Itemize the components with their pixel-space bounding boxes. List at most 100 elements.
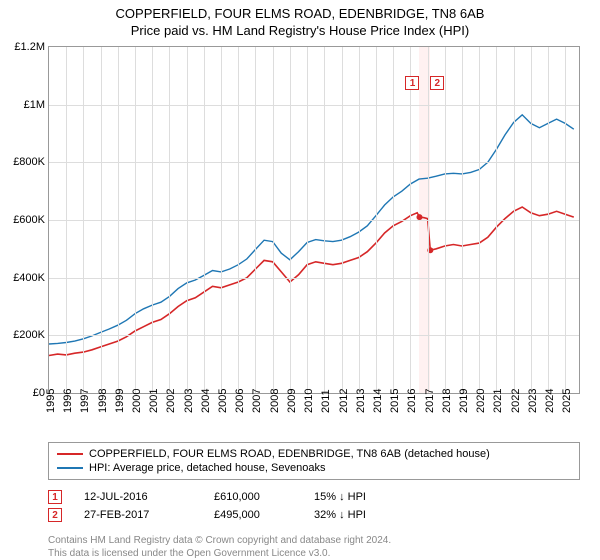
x-axis-label: 2016 [406,389,418,413]
gridline-v [221,47,222,393]
legend-swatch [57,467,83,469]
house-price-chart-container: COPPERFIELD, FOUR ELMS ROAD, EDENBRIDGE,… [0,0,600,560]
legend-label: COPPERFIELD, FOUR ELMS ROAD, EDENBRIDGE,… [89,448,490,460]
gridline-v [324,47,325,393]
sale-row: 112-JUL-2016£610,00015% ↓ HPI [48,488,580,506]
gridline-v [204,47,205,393]
x-axis-label: 2001 [148,389,160,413]
y-axis-label: £800K [13,156,45,168]
x-axis-label: 2002 [165,389,177,413]
legend-label: HPI: Average price, detached house, Seve… [89,462,325,474]
x-axis-label: 2025 [561,389,573,413]
gridline-h [49,335,579,336]
x-axis-label: 2015 [389,389,401,413]
x-axis-label: 2017 [424,389,436,413]
legend-item: COPPERFIELD, FOUR ELMS ROAD, EDENBRIDGE,… [57,447,571,461]
gridline-v [531,47,532,393]
sale-marker-2: 2 [430,76,444,90]
gridline-h [49,220,579,221]
gridline-h [49,105,579,106]
sale-number-box: 1 [48,490,62,504]
x-axis-label: 2012 [338,389,350,413]
gridline-v [66,47,67,393]
x-axis-label: 2014 [372,389,384,413]
chart-legend: COPPERFIELD, FOUR ELMS ROAD, EDENBRIDGE,… [48,442,580,480]
gridline-v [496,47,497,393]
x-axis-label: 2003 [183,389,195,413]
chart-title: COPPERFIELD, FOUR ELMS ROAD, EDENBRIDGE,… [0,6,600,21]
x-axis-label: 1996 [62,389,74,413]
x-axis-label: 2009 [286,389,298,413]
footer-line-2: This data is licensed under the Open Gov… [48,547,580,560]
gridline-v [514,47,515,393]
sale-price: £495,000 [214,509,314,521]
x-axis-label: 2010 [303,389,315,413]
x-axis-label: 2018 [441,389,453,413]
gridline-v [548,47,549,393]
sale-row: 2 27-FEB-2017£495,00032% ↓ HPI [48,506,580,524]
y-axis-label: £600K [13,214,45,226]
gridline-v [342,47,343,393]
sale-date: 27-FEB-2017 [84,509,214,521]
gridline-v [376,47,377,393]
gridline-v [83,47,84,393]
chart-subtitle: Price paid vs. HM Land Registry's House … [0,23,600,38]
gridline-v [290,47,291,393]
y-axis-label: £1M [24,99,45,111]
chart-plot-area: £0£200K£400K£600K£800K£1M£1.2M1995199619… [48,46,580,394]
gridline-v [169,47,170,393]
x-axis-label: 1995 [45,389,57,413]
gridline-v [135,47,136,393]
y-axis-label: £1.2M [14,41,45,53]
gridline-h [49,162,579,163]
y-axis-label: £0 [33,387,45,399]
x-axis-label: 2004 [200,389,212,413]
gridline-v [152,47,153,393]
footer-attribution: Contains HM Land Registry data © Crown c… [48,534,580,560]
x-axis-label: 2023 [527,389,539,413]
x-axis-label: 2020 [475,389,487,413]
x-axis-label: 1998 [97,389,109,413]
x-axis-label: 1999 [114,389,126,413]
gridline-v [118,47,119,393]
gridline-v [187,47,188,393]
y-axis-label: £400K [13,272,45,284]
sales-table: 112-JUL-2016£610,00015% ↓ HPI227-FEB-201… [48,488,580,524]
gridline-h [49,278,579,279]
x-axis-label: 1997 [79,389,91,413]
x-axis-label: 2024 [544,389,556,413]
legend-item: HPI: Average price, detached house, Seve… [57,461,571,475]
legend-swatch [57,453,83,455]
gridline-v [479,47,480,393]
x-axis-label: 2021 [492,389,504,413]
gridline-v [462,47,463,393]
footer-line-1: Contains HM Land Registry data © Crown c… [48,534,580,547]
gridline-v [307,47,308,393]
x-axis-label: 2008 [269,389,281,413]
sale-number-box: 2 [48,508,62,522]
sale-marker-1: 1 [405,76,419,90]
x-axis-label: 2022 [510,389,522,413]
gridline-v [428,47,429,393]
gridline-v [359,47,360,393]
x-axis-label: 2019 [458,389,470,413]
title-block: COPPERFIELD, FOUR ELMS ROAD, EDENBRIDGE,… [0,0,600,40]
y-axis-label: £200K [13,329,45,341]
x-axis-label: 2013 [355,389,367,413]
x-axis-label: 2000 [131,389,143,413]
sale-delta-vs-hpi: 32% ↓ HPI [314,509,474,521]
x-axis-label: 2007 [251,389,263,413]
gridline-v [101,47,102,393]
gridline-v [445,47,446,393]
gridline-v [565,47,566,393]
gridline-v [393,47,394,393]
gridline-v [255,47,256,393]
x-axis-label: 2011 [320,389,332,413]
gridline-v [273,47,274,393]
series-property_price [49,207,574,356]
sale-date: 12-JUL-2016 [84,491,214,503]
x-axis-label: 2005 [217,389,229,413]
x-axis-label: 2006 [234,389,246,413]
gridline-v [410,47,411,393]
sale-delta-vs-hpi: 15% ↓ HPI [314,491,474,503]
